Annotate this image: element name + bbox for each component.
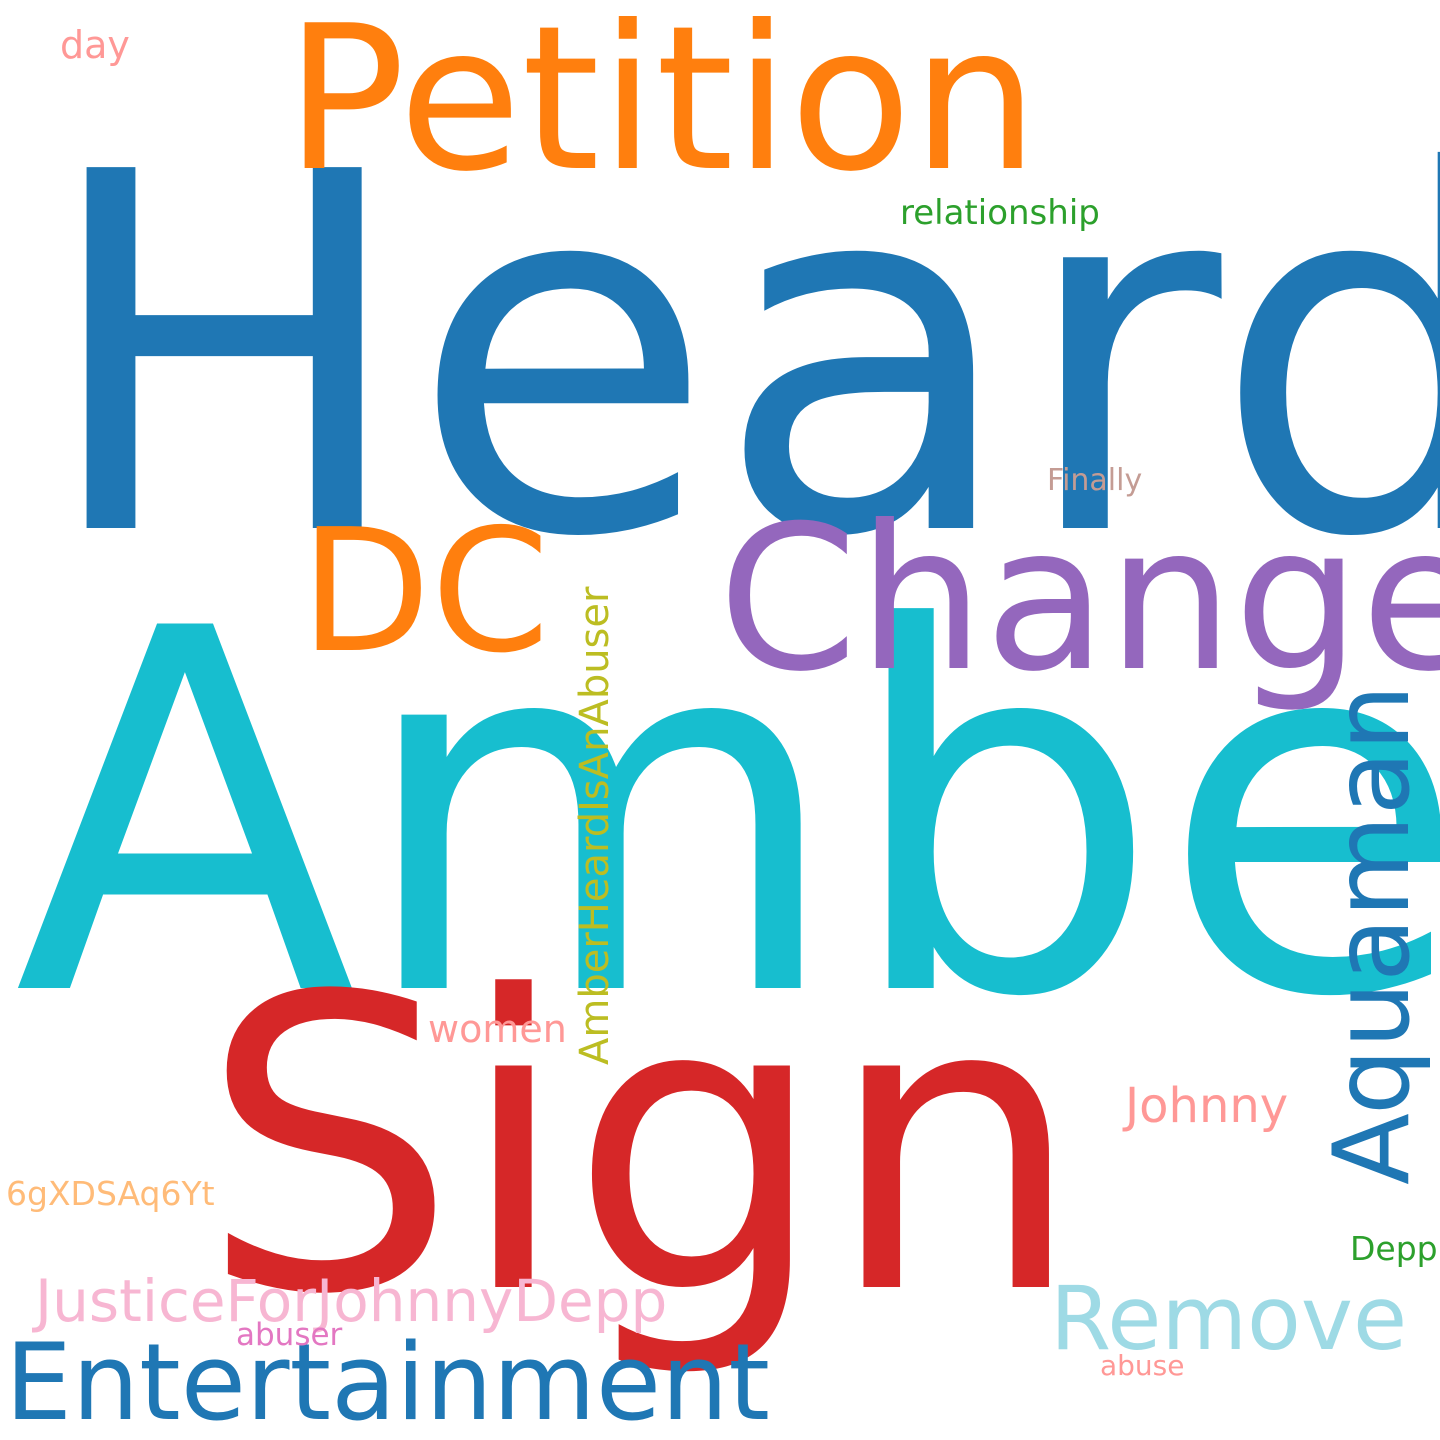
word-heard: Heard bbox=[38, 69, 1440, 645]
word-remove: Remove bbox=[1050, 1267, 1408, 1370]
word-finally: Finally bbox=[1047, 463, 1143, 498]
word-amber: Amber bbox=[14, 524, 1440, 1106]
word-justice: JusticeForJohnnyDepp bbox=[35, 1267, 668, 1335]
word-code: 6gXDSAq6Yt bbox=[6, 1174, 215, 1213]
word-amber-heard-is-an-abuser: AmberHeardIsAnAbuser bbox=[572, 586, 618, 1065]
word-change: Change bbox=[718, 483, 1440, 716]
word-petition: Petition bbox=[285, 0, 1039, 216]
word-dc: DC bbox=[300, 493, 550, 691]
word-johnny: Johnny bbox=[1125, 1078, 1289, 1134]
word-abuse: abuse bbox=[1100, 1349, 1185, 1382]
word-sign: Sign bbox=[200, 911, 1084, 1383]
word-relationship: relationship bbox=[900, 193, 1100, 233]
word-entertainment: Entertainment bbox=[5, 1321, 770, 1440]
word-abuser: abuser bbox=[236, 1317, 343, 1353]
word-depp: Depp bbox=[1350, 1229, 1438, 1268]
word-day: day bbox=[60, 23, 130, 67]
word-aquaman: Aquaman bbox=[1311, 684, 1433, 1185]
word-women: women bbox=[428, 1007, 567, 1051]
